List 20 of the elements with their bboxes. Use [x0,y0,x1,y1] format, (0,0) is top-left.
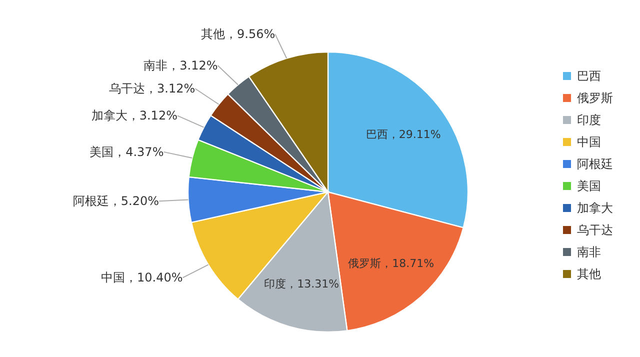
data-label: 中国，10.40% [101,270,183,285]
legend-label: 中国 [577,135,601,149]
data-label: 阿根廷，5.20% [72,194,160,208]
data-label: 俄罗斯，18.71% [348,257,434,270]
data-label: 巴西，29.11% [366,128,441,141]
data-label: 南非，3.12% [144,58,218,72]
legend-label: 美国 [577,179,601,193]
legend-label: 俄罗斯 [577,91,613,105]
legend-label: 巴西 [577,69,601,83]
data-label: 乌干达，3.12% [109,82,196,96]
legend-label: 阿根廷 [577,157,613,171]
data-label: 印度，13.31% [264,277,340,290]
legend-label: 其他 [577,267,601,281]
data-label: 美国，4.37% [90,144,164,159]
data-label: 其他，9.56% [201,27,276,42]
legend-label: 南非 [577,245,601,259]
legend-label: 加拿大 [577,201,613,215]
legend-label: 乌干达 [577,223,613,237]
data-label: 加拿大，3.12% [91,108,178,123]
legend-label: 印度 [577,113,601,127]
